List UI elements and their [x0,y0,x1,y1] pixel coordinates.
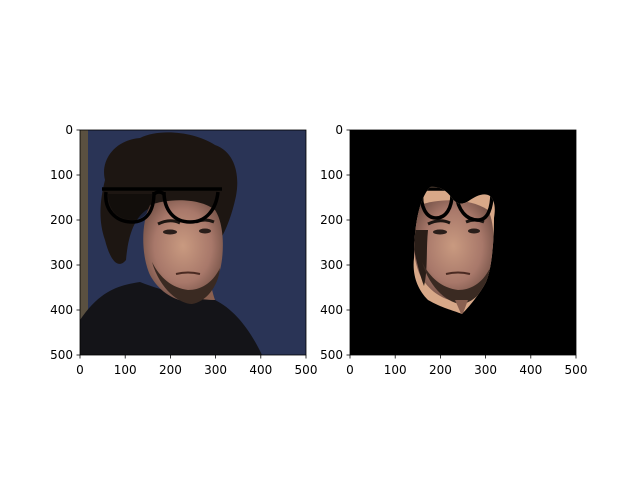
left-eye [163,229,177,235]
left-x-tick-label: 0 [76,363,84,377]
left-y-tick-label: 100 [50,168,73,182]
right-eye [199,228,211,234]
right-x-axis: 0 100 200 300 400 500 [346,355,587,377]
left-x-tick-label: 200 [159,363,182,377]
left-x-tick-label: 400 [249,363,272,377]
mouth [175,271,201,275]
left-eye-2 [433,229,447,235]
curtain-left [80,130,88,355]
left-x-tick-label: 500 [295,363,318,377]
panel-segmented-face: 0 100 200 300 400 500 0 100 200 300 400 500 [320,123,587,377]
eyeglasses-overlay [102,187,222,224]
left-y-tick-label: 300 [50,258,73,272]
beard-2 [422,262,490,304]
right-x-tick-label: 400 [519,363,542,377]
left-y-tick-label: 500 [50,348,73,362]
right-y-tick-label: 500 [320,348,343,362]
left-y-axis: 0 100 200 300 400 500 [50,123,80,362]
right-y-tick-label: 200 [320,213,343,227]
mouth-2 [445,271,471,275]
right-y-tick-label: 0 [335,123,343,137]
right-y-tick-label: 100 [320,168,343,182]
left-y-tick-label: 200 [50,213,73,227]
right-x-tick-label: 500 [565,363,588,377]
right-x-tick-label: 300 [474,363,497,377]
left-axes-frame [79,129,307,356]
right-x-tick-label: 100 [384,363,407,377]
beard [152,262,220,304]
neck-2 [455,300,468,314]
left-y-tick-label: 0 [65,123,73,137]
face-2 [413,200,494,302]
left-x-axis: 0 100 200 300 400 500 [76,355,317,377]
right-y-axis: 0 100 200 300 400 500 [320,123,350,362]
left-x-tick-label: 100 [114,363,137,377]
hair [100,132,238,264]
left-x-tick-label: 300 [204,363,227,377]
left-y-tick-label: 400 [50,303,73,317]
right-x-tick-label: 200 [429,363,452,377]
panel-original-image: 0 100 200 300 400 500 0 100 200 300 400 500 [50,123,317,377]
right-axes-frame [349,129,577,356]
right-eye-2 [468,228,480,234]
hair-side-2 [413,230,428,286]
right-y-tick-label: 400 [320,303,343,317]
right-y-tick-label: 300 [320,258,343,272]
right-x-tick-label: 0 [346,363,354,377]
glasses-lens-shadow [108,194,152,220]
black-shirt [80,282,262,355]
face [143,200,223,302]
